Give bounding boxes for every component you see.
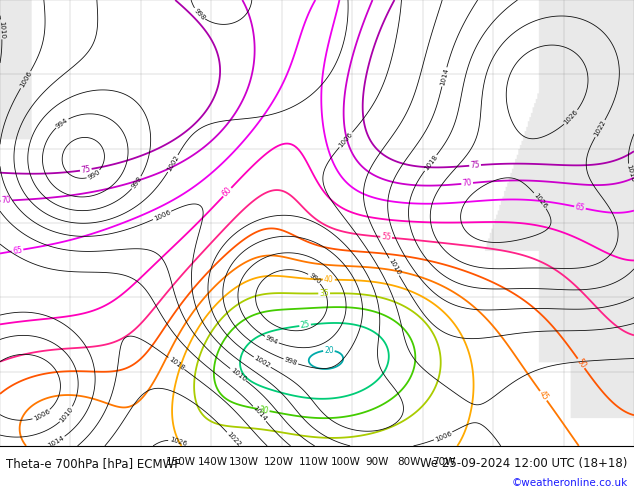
Text: Theta-e 700hPa [hPa] ECMWF: Theta-e 700hPa [hPa] ECMWF [6, 457, 181, 470]
Text: 1002: 1002 [253, 355, 271, 369]
Text: 30: 30 [258, 405, 269, 416]
Text: 990: 990 [86, 169, 101, 181]
Text: 1006: 1006 [153, 209, 172, 222]
Text: 1010: 1010 [387, 258, 401, 276]
Text: 55: 55 [381, 232, 391, 242]
Text: 80W: 80W [398, 457, 420, 467]
Text: 990: 990 [307, 272, 322, 285]
Text: 45: 45 [537, 389, 550, 402]
Text: 1014: 1014 [252, 405, 268, 422]
Text: 998: 998 [192, 7, 206, 21]
Text: 140W: 140W [197, 457, 228, 467]
Text: 1022: 1022 [593, 120, 607, 138]
Text: 1026: 1026 [563, 109, 579, 126]
Text: 35: 35 [320, 289, 329, 298]
Text: 1006: 1006 [32, 408, 51, 422]
Text: 1014: 1014 [439, 68, 450, 86]
Text: 75: 75 [81, 165, 91, 175]
Text: 1018: 1018 [423, 154, 439, 172]
Text: 90W: 90W [366, 457, 389, 467]
Text: 70W: 70W [432, 457, 455, 467]
Text: 65: 65 [574, 202, 586, 213]
Text: 20: 20 [324, 346, 333, 355]
Text: 150W: 150W [165, 457, 196, 467]
Text: 1010: 1010 [59, 406, 75, 423]
Text: 1026: 1026 [533, 192, 548, 210]
Text: 1006: 1006 [434, 430, 453, 442]
Text: 70: 70 [1, 196, 11, 205]
Text: 130W: 130W [229, 457, 259, 467]
Text: 1006: 1006 [338, 131, 354, 148]
Text: 1014: 1014 [47, 435, 65, 449]
Text: 1006: 1006 [18, 71, 33, 89]
Text: 40: 40 [324, 275, 334, 284]
Text: 1022: 1022 [225, 431, 242, 448]
Text: 998: 998 [283, 357, 298, 367]
Text: 110W: 110W [299, 457, 329, 467]
Text: 1018: 1018 [167, 356, 185, 371]
Text: 60: 60 [221, 186, 234, 199]
Text: 120W: 120W [264, 457, 294, 467]
Text: 1018: 1018 [625, 164, 634, 183]
Text: ©weatheronline.co.uk: ©weatheronline.co.uk [512, 478, 628, 488]
Text: 100W: 100W [330, 457, 361, 467]
Text: 994: 994 [264, 334, 279, 345]
Text: 994: 994 [55, 117, 69, 129]
Text: 65: 65 [12, 245, 23, 256]
Text: 1010: 1010 [229, 367, 247, 383]
Text: 50: 50 [574, 357, 588, 370]
Text: 25: 25 [300, 320, 311, 330]
Text: 1002: 1002 [166, 154, 180, 173]
Text: 70: 70 [462, 178, 472, 188]
Text: 75: 75 [470, 161, 481, 170]
Text: 1010: 1010 [0, 20, 5, 39]
Text: 998: 998 [130, 175, 143, 190]
Text: 1026: 1026 [169, 436, 188, 447]
Text: We 25-09-2024 12:00 UTC (18+18): We 25-09-2024 12:00 UTC (18+18) [420, 457, 628, 470]
